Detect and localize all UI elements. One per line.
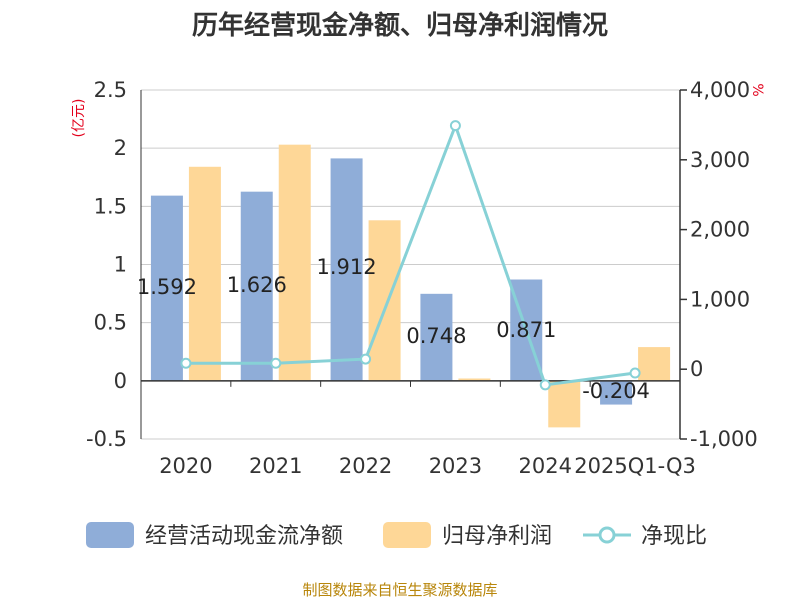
data-label-cash: 1.912 — [317, 255, 377, 279]
ratio-point — [629, 367, 641, 379]
left-tick-label: 2 — [114, 136, 127, 160]
chart-title: 历年经营现金净额、归母净利润情况 — [192, 10, 608, 41]
left-axis-unit: (亿元) — [71, 99, 87, 138]
legend-label-ratio: 净现比 — [641, 524, 707, 549]
data-label-cash: -0.204 — [582, 379, 650, 403]
bar-cash — [330, 158, 363, 381]
bar-profit — [278, 144, 311, 381]
right-axis-unit: % — [749, 83, 765, 96]
legend-marker-ratio — [598, 526, 616, 544]
legend-item-cash[interactable]: 经营活动现金流净额 — [86, 522, 343, 549]
bar-cash — [420, 293, 453, 381]
source-note: 制图数据来自恒生聚源数据库 — [302, 581, 497, 599]
left-axis: 2.5 2 1.5 1 0.5 0 -0.5 — [86, 78, 127, 451]
x-category-label: 2022 — [339, 454, 392, 478]
legend-item-ratio[interactable]: 净现比 — [583, 524, 707, 549]
bar-cash — [600, 380, 633, 405]
legend: 经营活动现金流净额 归母净利润 净现比 — [86, 522, 707, 549]
right-axis: 4,000 3,000 2,000 1,000 0 -1,000 — [680, 78, 758, 451]
bar-cash — [150, 195, 183, 381]
legend-label-cash: 经营活动现金流净额 — [145, 524, 343, 549]
bar-profit — [188, 166, 221, 381]
data-label-cash: 1.592 — [137, 275, 197, 299]
data-label-cash: 0.748 — [406, 324, 466, 348]
right-tick-label: 0 — [690, 357, 703, 381]
ratio-point — [449, 120, 461, 132]
legend-item-profit[interactable]: 归母净利润 — [383, 522, 552, 549]
right-tick-label: 1,000 — [690, 287, 750, 311]
x-axis: 2020 2021 2022 2023 2024 2025Q1-Q3 — [140, 380, 696, 478]
ratio-point — [180, 357, 192, 369]
bar-cash — [240, 191, 273, 381]
ratio-line — [180, 120, 641, 391]
x-category-label: 2020 — [159, 454, 212, 478]
left-tick-label: 1 — [114, 253, 127, 277]
x-category-label: 2023 — [429, 454, 482, 478]
bar-profit — [638, 347, 671, 381]
bar-profit — [368, 220, 401, 381]
data-labels: 1.592 1.626 1.912 0.748 0.871 -0.204 — [137, 255, 650, 403]
x-category-label: 2025Q1-Q3 — [574, 454, 696, 478]
left-tick-label: 2.5 — [94, 78, 127, 102]
ratio-point — [270, 357, 282, 369]
left-tick-label: -0.5 — [86, 427, 127, 451]
x-category-label: 2021 — [249, 454, 302, 478]
bar-profit — [458, 378, 491, 381]
ratio-point — [539, 379, 551, 391]
left-tick-label: 0 — [114, 369, 127, 393]
right-tick-label: -1,000 — [690, 427, 758, 451]
right-tick-label: 2,000 — [690, 218, 750, 242]
right-tick-label: 3,000 — [690, 148, 750, 172]
legend-swatch-profit — [383, 522, 431, 548]
left-tick-label: 1.5 — [94, 194, 127, 218]
data-label-cash: 0.871 — [496, 318, 556, 342]
ratio-point — [360, 353, 372, 365]
legend-swatch-cash — [86, 522, 134, 548]
bar-profit — [548, 380, 581, 428]
ratio-polyline — [185, 121, 636, 387]
data-label-cash: 1.626 — [227, 273, 287, 297]
x-category-label: 2024 — [519, 454, 572, 478]
legend-label-profit: 归母净利润 — [442, 524, 552, 549]
left-tick-label: 0.5 — [94, 311, 127, 335]
right-tick-label: 4,000 — [690, 78, 750, 102]
